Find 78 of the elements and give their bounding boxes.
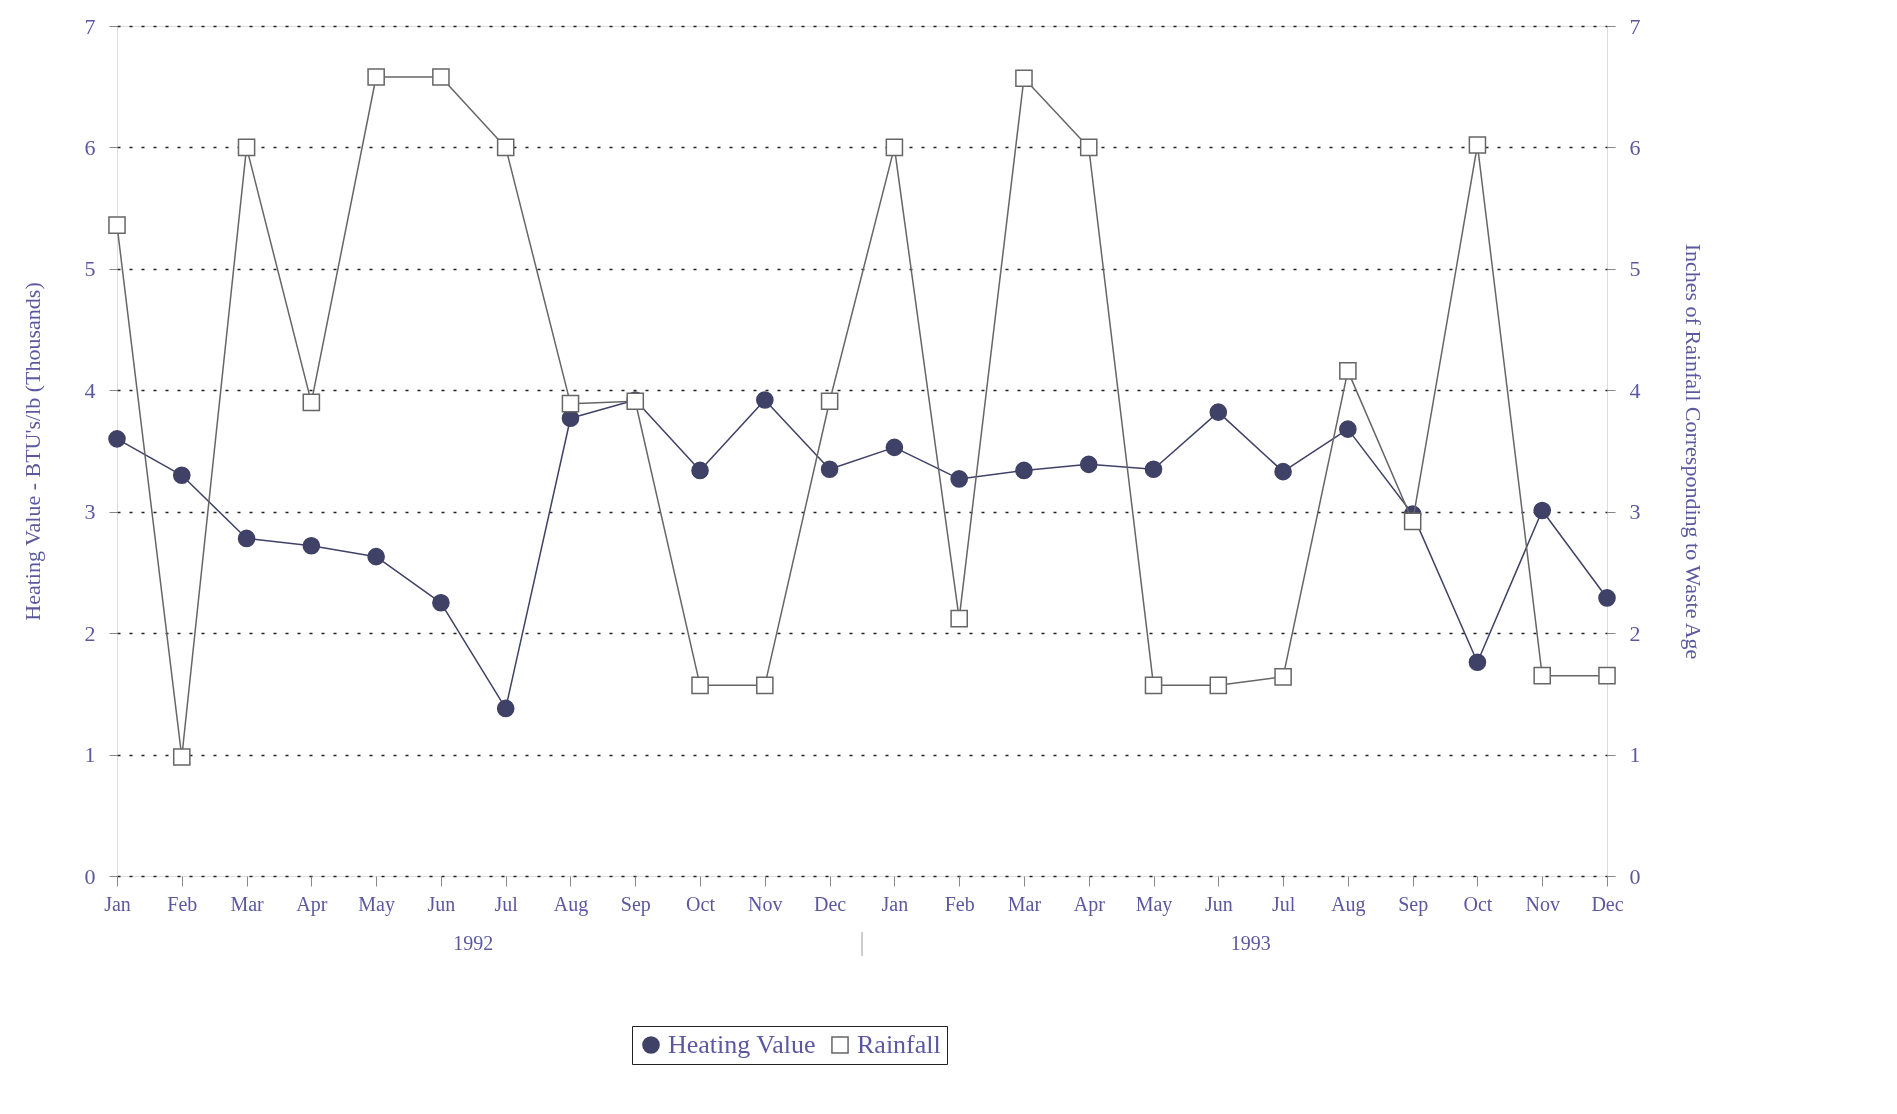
x-tick-label: Sep: [1398, 892, 1429, 916]
point: [237, 529, 256, 548]
x-tick-label: Nov: [748, 892, 783, 915]
legend-label: Heating Value: [668, 1030, 816, 1059]
y-tick-label: 5: [84, 256, 96, 282]
point: [1144, 676, 1163, 695]
x-tick-label: Jun: [427, 892, 456, 915]
y2-tick-label: 3: [1629, 499, 1641, 525]
x-tick-label: Apr: [1073, 892, 1106, 916]
x-tick-label: Jul: [1271, 892, 1296, 915]
x-tick-label: Feb: [944, 892, 975, 915]
point: [950, 470, 968, 488]
y-tick-label: 0: [84, 863, 96, 889]
text: 1993: [1230, 932, 1271, 954]
point: [1274, 462, 1292, 481]
y-tick-label: 2: [84, 620, 96, 646]
x-tick-label: Nov: [1525, 892, 1560, 915]
point: [172, 466, 191, 485]
text: 1992: [453, 932, 494, 954]
legend-label: Rainfall: [857, 1030, 941, 1059]
point: [1468, 136, 1487, 154]
point: [885, 138, 904, 157]
point: [302, 393, 321, 412]
x-tick-label: Dec: [814, 892, 847, 915]
x-tick-label: Apr: [296, 892, 328, 916]
x-tick-label: Mar: [1007, 892, 1042, 915]
x-tick-label: Aug: [1331, 892, 1366, 916]
x-tick-label: Jan: [881, 892, 909, 915]
point: [1079, 138, 1098, 157]
point: [432, 593, 450, 612]
point: [1598, 589, 1616, 607]
x-tick-label: Aug: [553, 892, 589, 916]
x-tick-label: Oct: [686, 892, 716, 915]
y2-tick-label: 6: [1629, 134, 1641, 160]
y2-tick-label: 0: [1629, 863, 1641, 889]
point: [1209, 403, 1228, 421]
point: [691, 461, 709, 480]
x-tick-label: Mar: [230, 892, 265, 915]
point: [302, 536, 321, 555]
y-tick-label: 4: [84, 377, 96, 403]
y2-tick-label: 2: [1629, 620, 1641, 646]
y2-tick-label: 7: [1629, 13, 1641, 39]
point: [496, 699, 515, 718]
y-axis-title: Heating Value - BTU's/lb (Thousands): [19, 282, 45, 621]
point: [1468, 653, 1487, 672]
x-tick-label: May: [1135, 892, 1173, 916]
point: [1015, 461, 1033, 480]
y2-tick-label: 4: [1629, 377, 1641, 403]
y-tick-label: 1: [84, 742, 96, 768]
y-tick-label: 3: [84, 499, 96, 525]
y2-axis-title: Inches of Rainfall Corresponding to Waste Age: [1680, 243, 1706, 660]
point: [756, 391, 774, 409]
point: [496, 138, 515, 157]
point: [1339, 420, 1357, 438]
point: [1144, 460, 1163, 479]
point: [820, 460, 839, 479]
point: [561, 394, 580, 413]
x-tick-label: Jan: [104, 892, 131, 915]
y-tick-label: 6: [84, 134, 96, 160]
point: [1079, 455, 1098, 474]
x-tick-label: Jun: [1204, 892, 1233, 915]
point: [1533, 501, 1552, 520]
y-tick-label: 7: [84, 13, 96, 39]
point: [108, 430, 126, 448]
x-tick-label: Jul: [494, 892, 519, 915]
point: [885, 438, 904, 457]
x-tick-label: Oct: [1463, 892, 1493, 915]
point: [1403, 512, 1422, 531]
point: [237, 138, 256, 157]
point: [367, 547, 385, 566]
y2-tick-label: 1: [1629, 742, 1641, 768]
point: [820, 392, 839, 411]
point: [1209, 676, 1228, 695]
x-tick-label: Feb: [167, 892, 198, 915]
x-tick-label: Dec: [1591, 892, 1624, 915]
x-tick-label: May: [358, 892, 395, 916]
x-tick-label: Sep: [620, 892, 651, 916]
y2-tick-label: 5: [1629, 256, 1641, 282]
